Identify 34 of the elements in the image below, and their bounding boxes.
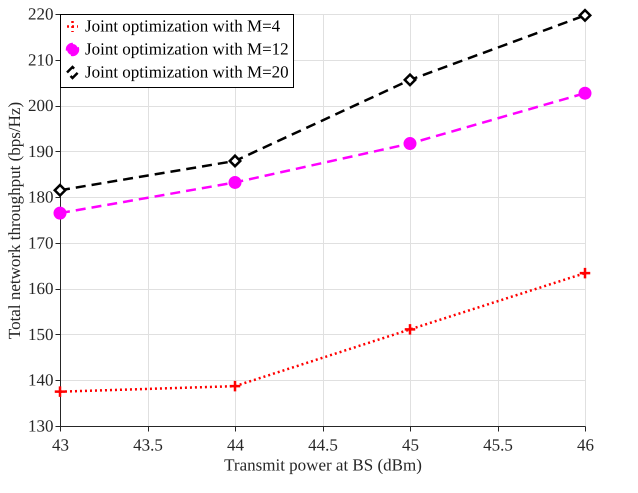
x-tick-label: 43.5 [133,436,163,454]
x-tick-label: 44.5 [308,436,338,454]
x-axis-title: Transmit power at BS (dBm) [224,456,422,474]
point [578,8,592,22]
point [404,137,416,150]
point [228,176,242,189]
y-tick-label: 160 [28,279,54,298]
legend-label: Joint optimization with M=4 [85,16,281,36]
legend-label: Joint optimization with M=20 [85,62,289,82]
y-tick-label: 210 [28,50,54,70]
y-tick-label: 200 [28,96,54,116]
point [404,322,416,336]
y-tick-label: 140 [28,370,54,390]
y-tick-label: 220 [28,4,54,24]
point [578,86,592,100]
y-tick-label: 130 [28,416,54,436]
x-tick-label: 45.5 [483,436,513,454]
point [404,73,416,86]
point [54,385,66,398]
x-tick-label: 46 [577,436,594,454]
point [228,380,242,393]
point [54,206,66,220]
point [54,184,66,197]
y-tick-label: 180 [28,188,54,207]
y-axis-title: Total network throughput (bps/Hz) [5,102,24,340]
y-tick-label: 150 [28,324,54,344]
y-tick-label: 170 [28,233,54,252]
y-tick-label: 190 [28,142,54,161]
x-tick-label: 45 [402,436,419,454]
x-tick-label: 44 [227,436,244,454]
legend-label: Joint optimization with M=12 [85,40,289,58]
point [228,154,242,168]
x-tick-label: 43 [52,436,69,454]
point [578,266,592,280]
